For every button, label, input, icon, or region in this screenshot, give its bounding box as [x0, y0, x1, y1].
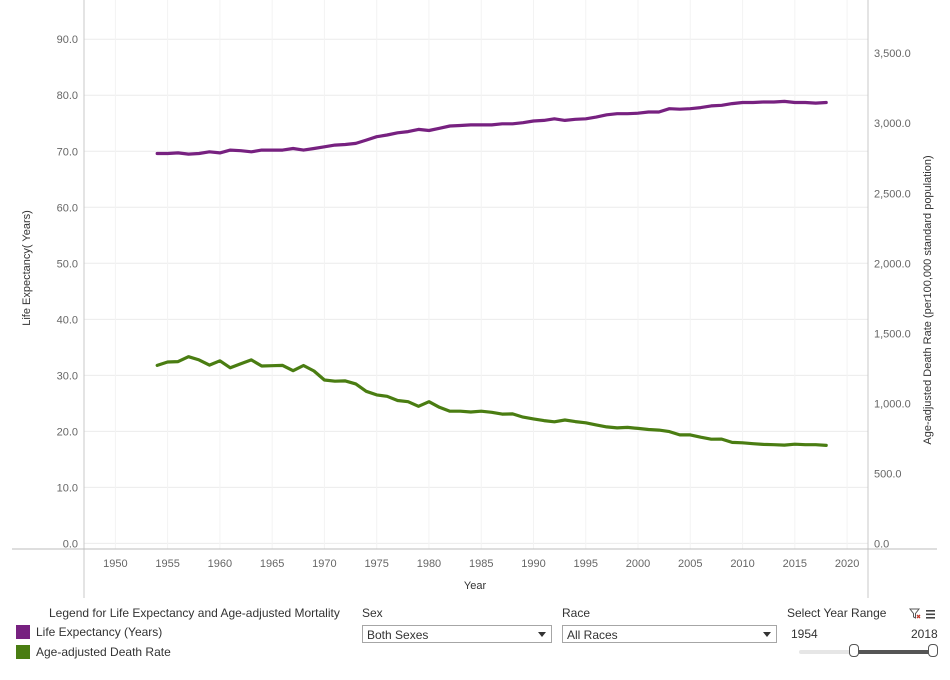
legend-label: Age-adjusted Death Rate	[36, 645, 171, 659]
y-right-tick-label: 2,500.0	[874, 188, 911, 200]
legend-title: Legend for Life Expectancy and Age-adjus…	[49, 606, 340, 620]
x-tick-label: 1965	[260, 558, 284, 570]
legend-label: Life Expectancy (Years)	[36, 625, 163, 639]
x-tick-label: 1970	[312, 558, 336, 570]
chevron-down-icon	[538, 632, 546, 637]
x-tick-label: 1960	[208, 558, 232, 570]
x-tick-label: 1995	[574, 558, 598, 570]
series-group	[155, 99, 828, 447]
y-right-tick-label: 3,500.0	[874, 48, 911, 60]
clear-filter-icon[interactable]	[908, 608, 921, 623]
year-range-label: Select Year Range	[787, 606, 887, 620]
legend-swatch-death-rate	[16, 645, 30, 659]
x-tick-label: 1975	[364, 558, 388, 570]
x-tick-label: 1985	[469, 558, 493, 570]
gridlines	[84, 0, 868, 549]
x-tick-label: 2010	[730, 558, 754, 570]
y-left-tick-label: 70.0	[57, 146, 78, 158]
y-left-tick-label: 50.0	[57, 258, 78, 270]
sex-filter-label: Sex	[362, 606, 383, 620]
y-left-tick-label: 0.0	[63, 538, 78, 550]
axes	[12, 0, 937, 598]
year-range-start-handle[interactable]	[849, 644, 859, 657]
line-chart: 0.0 10.0 20.0 30.0 40.0 50.0 60.0 70.0 80.0 90.0 0…	[12, 0, 937, 598]
y-left-tick-label: 80.0	[57, 90, 78, 102]
y-left-tick-label: 40.0	[57, 314, 78, 326]
year-range-start: 1954	[791, 627, 818, 641]
x-tick-label: 2000	[626, 558, 650, 570]
sex-select-value: Both Sexes	[367, 628, 429, 642]
race-select[interactable]: All Races	[562, 625, 777, 643]
x-tick-label: 2015	[783, 558, 807, 570]
x-axis-title: Year	[464, 580, 487, 592]
x-tick-label: 2020	[835, 558, 859, 570]
race-select-value: All Races	[567, 628, 618, 642]
sex-select[interactable]: Both Sexes	[362, 625, 552, 643]
y-right-tick-label: 0.0	[874, 538, 889, 550]
legend-item-life-expectancy[interactable]: Life Expectancy (Years)	[16, 625, 162, 639]
y-right-tick-label: 1,000.0	[874, 398, 911, 410]
y-right-tick-label: 2,000.0	[874, 258, 911, 270]
tick-labels: 0.0 10.0 20.0 30.0 40.0 50.0 60.0 70.0 80.0 90.0 0…	[57, 34, 911, 570]
x-tick-label: 1980	[417, 558, 441, 570]
y-right-tick-label: 500.0	[874, 468, 902, 480]
y-right-axis-title: Age-adjusted Death Rate (per100,000 stan…	[922, 155, 934, 444]
legend-item-death-rate[interactable]: Age-adjusted Death Rate	[16, 645, 171, 659]
series-line-death-rate[interactable]	[155, 355, 828, 447]
y-left-tick-label: 20.0	[57, 426, 78, 438]
y-left-tick-label: 10.0	[57, 482, 78, 494]
year-range-end-handle[interactable]	[928, 644, 938, 657]
year-range-slider-fill	[854, 650, 934, 654]
legend-swatch-life-expectancy	[16, 625, 30, 639]
x-tick-label: 1955	[155, 558, 179, 570]
menu-icon[interactable]	[926, 608, 936, 623]
y-left-tick-label: 90.0	[57, 34, 78, 46]
race-filter-label: Race	[562, 606, 591, 620]
year-range-end: 2018	[911, 627, 938, 641]
chevron-down-icon	[763, 632, 771, 637]
x-tick-label: 1990	[521, 558, 545, 570]
y-left-tick-label: 60.0	[57, 202, 78, 214]
y-right-tick-label: 3,000.0	[874, 118, 911, 130]
y-left-tick-label: 30.0	[57, 370, 78, 382]
y-left-axis-title: Life Expectancy( Years)	[21, 210, 33, 326]
x-tick-label: 1950	[103, 558, 127, 570]
x-tick-label: 2005	[678, 558, 702, 570]
y-right-tick-label: 1,500.0	[874, 328, 911, 340]
series-line-life-expectancy[interactable]	[155, 99, 828, 156]
